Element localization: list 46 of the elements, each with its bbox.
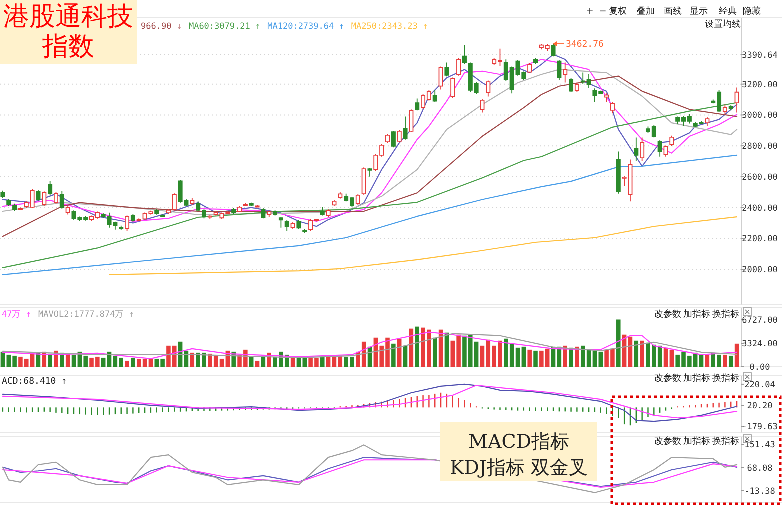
text: 画线 xyxy=(664,6,682,17)
text: 经典 xyxy=(719,6,737,17)
y-tick-label: 3200.00 xyxy=(742,80,778,90)
y-tick-label: 3390.64 xyxy=(742,50,778,61)
annotation: 3462.76 xyxy=(566,40,604,50)
annotation: 加指标 xyxy=(684,436,710,447)
text: MAVOL2:1777.874万 ↑ xyxy=(38,310,134,320)
y-tick-label: 2800.00 xyxy=(742,142,778,152)
y-tick-label: 220.04 xyxy=(744,380,776,390)
text: 叠加 xyxy=(637,6,655,17)
text: MA120:2739.64 ↑ xyxy=(268,22,344,32)
text: − xyxy=(599,7,607,17)
y-tick-label: 6727.00 xyxy=(742,316,778,326)
annotation: 换指标 xyxy=(712,309,740,320)
text: 47万 ↑ xyxy=(2,310,32,320)
y-tick-label: 0.00 xyxy=(750,363,770,373)
text: 隐藏 xyxy=(743,6,761,17)
y-tick-label: 20.20 xyxy=(747,402,773,412)
annotation: 设置均线 xyxy=(705,19,741,30)
annotation: 加指标 xyxy=(684,373,710,384)
y-tick-label: 2400.00 xyxy=(742,204,778,214)
text: 显示 xyxy=(690,6,708,17)
chart-title: 港股通科技指数 xyxy=(0,0,137,64)
y-tick-label: 3000.00 xyxy=(742,111,778,122)
annotation: 改参数 xyxy=(654,373,682,384)
annotation: KDJ指标 双金叉 xyxy=(450,457,588,479)
text: 复权 xyxy=(609,6,627,17)
text: MA60:3079.21 ↑ xyxy=(188,22,261,32)
annotation: 换指标 xyxy=(712,373,740,384)
y-tick-label: -13.38 xyxy=(744,486,776,497)
annotation: 改参数 xyxy=(654,436,682,447)
y-tick-label: 2000.00 xyxy=(742,266,778,276)
y-tick-label: 2600.00 xyxy=(742,172,778,183)
y-tick-label: -179.63 xyxy=(742,422,778,433)
y-tick-label: 3324.00 xyxy=(742,340,778,350)
text: 966.90 ↓ xyxy=(141,22,182,32)
text: MA250:2343.23 ↑ xyxy=(351,22,428,32)
y-tick-label: 151.43 xyxy=(744,440,776,450)
annotation: 改参数 xyxy=(654,309,682,320)
annotation: ACD:68.410 ↑ xyxy=(2,377,68,387)
y-tick-label: 2200.00 xyxy=(742,234,778,245)
y-tick-label: 68.08 xyxy=(747,464,773,474)
annotation: MACD指标 xyxy=(468,431,570,453)
annotation: 加指标 xyxy=(684,309,710,320)
text: + xyxy=(586,7,594,17)
annotation: 换指标 xyxy=(712,436,740,447)
